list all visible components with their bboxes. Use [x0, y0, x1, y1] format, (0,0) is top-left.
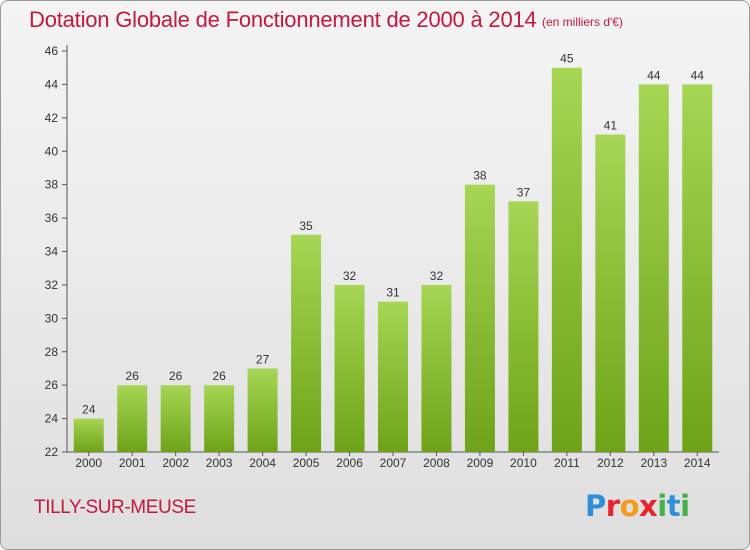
x-tick-label-2009: 2009	[467, 456, 494, 470]
x-tick-label-2007: 2007	[380, 456, 407, 470]
data-label-2003: 26	[212, 369, 226, 383]
place-name: TILLY-SUR-MEUSE	[34, 497, 196, 518]
data-label-2005: 35	[299, 219, 313, 233]
data-label-2010: 37	[517, 185, 531, 199]
data-label-2008: 32	[430, 269, 444, 283]
y-tick-label: 32	[45, 278, 59, 292]
y-tick-label: 22	[45, 445, 59, 459]
data-label-2006: 32	[343, 269, 357, 283]
y-tick-label: 44	[45, 77, 59, 91]
bar-2011	[551, 67, 582, 452]
bar-2001	[117, 385, 148, 452]
y-tick-label: 28	[45, 345, 59, 359]
data-label-2012: 41	[604, 119, 618, 133]
data-label-2002: 26	[169, 369, 183, 383]
y-tick-label: 38	[45, 178, 59, 192]
bar-2007	[378, 301, 408, 452]
y-tick-label: 46	[45, 44, 59, 58]
bar-2002	[160, 385, 191, 452]
bar-2005	[291, 234, 322, 452]
data-label-2014: 44	[691, 68, 705, 82]
data-label-2011: 45	[560, 52, 574, 66]
x-tick-label-2012: 2012	[597, 456, 624, 470]
chart-title: Dotation Globale de Fonctionnement de 20…	[29, 7, 537, 32]
y-tick-label: 40	[45, 144, 59, 158]
bar-2012	[595, 134, 626, 452]
y-tick-label: 24	[45, 412, 59, 426]
data-label-2009: 38	[473, 169, 487, 183]
chart-unit: (en milliers d'€)	[542, 15, 623, 29]
bar-2013	[638, 84, 669, 453]
data-label-2004: 27	[256, 352, 270, 366]
bar-2009	[464, 184, 495, 452]
x-tick-label-2005: 2005	[293, 456, 320, 470]
x-tick-label-2004: 2004	[249, 456, 276, 470]
x-tick-label-2008: 2008	[423, 456, 450, 470]
x-tick-label-2014: 2014	[684, 456, 711, 470]
y-tick-label: 42	[45, 111, 59, 125]
x-tick-label-2013: 2013	[640, 456, 667, 470]
bar-2004	[247, 368, 278, 452]
bar-2008	[421, 284, 452, 452]
bar-2006	[334, 284, 365, 452]
x-tick-label-2010: 2010	[510, 456, 537, 470]
y-tick-label: 34	[45, 245, 59, 259]
x-tick-label-2000: 2000	[75, 456, 102, 470]
x-tick-label-2001: 2001	[119, 456, 146, 470]
bar-2014	[682, 84, 713, 453]
bar-2010	[508, 201, 539, 452]
data-label-2007: 31	[386, 286, 400, 300]
x-tick-label-2011: 2011	[554, 456, 580, 470]
y-tick-label: 36	[45, 211, 59, 225]
proxiti-logo: Proxiti	[585, 489, 690, 523]
bar-2000	[73, 418, 104, 452]
y-tick-label: 30	[45, 311, 59, 325]
data-label-2000: 24	[82, 403, 96, 417]
data-label-2001: 26	[126, 369, 140, 383]
data-label-2013: 44	[647, 68, 661, 82]
x-tick-label-2006: 2006	[336, 456, 363, 470]
x-tick-label-2003: 2003	[206, 456, 233, 470]
x-tick-label-2002: 2002	[162, 456, 189, 470]
bar-2003	[204, 385, 235, 452]
y-tick-label: 26	[45, 378, 59, 392]
